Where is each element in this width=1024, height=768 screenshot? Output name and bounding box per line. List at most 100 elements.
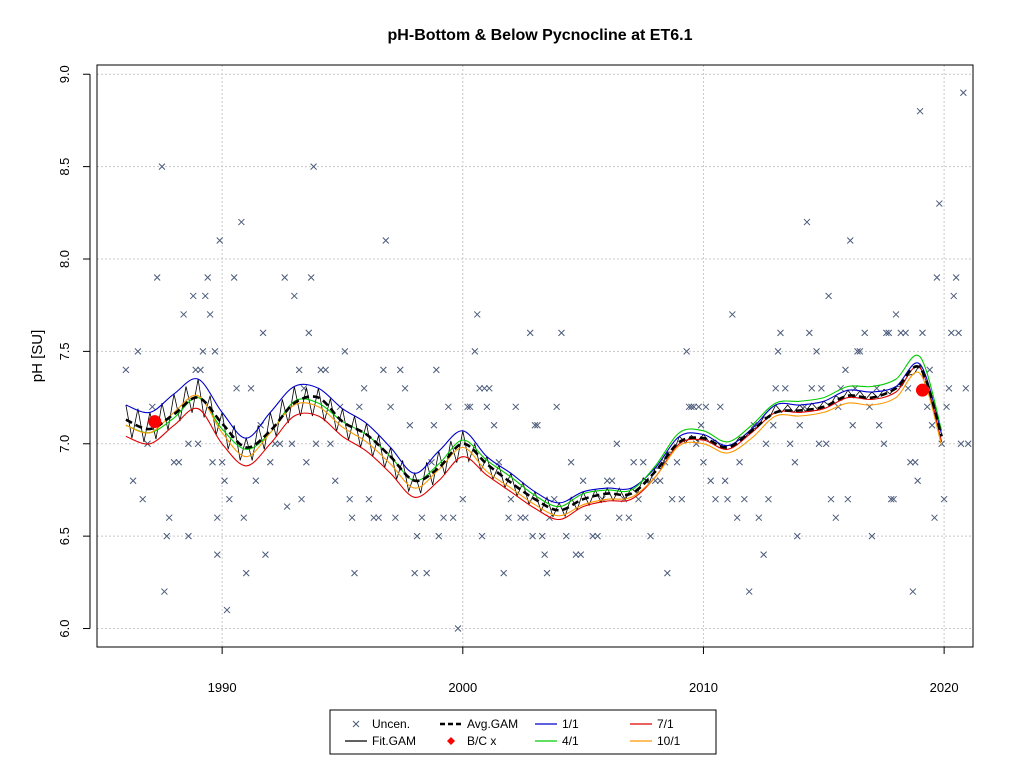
data-point-21 [201, 292, 209, 300]
legend-label-b-c-x: B/C x [467, 734, 496, 748]
data-point-118 [553, 403, 561, 411]
data-point-90 [454, 625, 462, 632]
data-point-113 [538, 532, 546, 540]
data-point-89 [449, 514, 457, 522]
data-point-38 [247, 384, 255, 392]
data-point-175 [781, 384, 789, 392]
data-point-60 [327, 440, 334, 448]
data-point-158 [716, 403, 724, 411]
data-point-9 [163, 532, 171, 540]
data-point-225 [935, 200, 943, 207]
data-point-59 [322, 366, 329, 374]
data-point-39 [252, 477, 260, 485]
data-point-233 [955, 329, 962, 337]
fit-gam-line [125, 363, 937, 518]
data-point-183 [808, 384, 816, 392]
data-point-109 [526, 329, 534, 337]
data-point-91 [459, 495, 467, 503]
data-point-30 [221, 477, 228, 485]
x-tick-label-2000: 2000 [448, 680, 477, 695]
plot-frame [96, 64, 974, 648]
data-point-132 [615, 514, 623, 522]
data-point-77 [401, 384, 409, 392]
data-point-216 [911, 458, 919, 466]
data-point-122 [572, 551, 580, 558]
data-point-75 [392, 514, 399, 522]
data-point-129 [603, 477, 611, 485]
data-point-196 [849, 421, 857, 429]
data-point-104 [505, 514, 512, 522]
data-point-236 [962, 384, 970, 392]
series-line-4-1 [125, 354, 943, 508]
data-point-1 [129, 477, 137, 485]
data-point-13 [180, 311, 187, 318]
data-point-100 [485, 384, 493, 392]
data-point-84 [430, 421, 438, 429]
data-point-228 [943, 403, 950, 411]
data-point-110 [529, 532, 536, 540]
data-point-69 [365, 495, 373, 503]
series-line-7-1 [125, 365, 943, 521]
data-point-67 [355, 403, 363, 411]
data-point-10 [165, 514, 173, 522]
data-point-204 [875, 421, 883, 429]
data-point-106 [512, 403, 520, 411]
data-point-152 [695, 403, 703, 411]
data-point-41 [259, 329, 267, 337]
x-axis: 1990 2000 2010 2020 [208, 646, 959, 695]
data-point-199 [856, 348, 864, 355]
series-line-10-1 [125, 371, 943, 517]
y-tick-label-9.0: 9.0 [57, 65, 72, 83]
data-point-136 [635, 495, 642, 503]
data-point-33 [230, 274, 238, 281]
data-point-74 [387, 403, 394, 411]
data-point-6 [153, 274, 161, 281]
y-axis: 6.0 6.5 7.0 7.5 8.0 8.5 9.0 [57, 65, 91, 638]
data-point-145 [673, 458, 681, 466]
data-point-5 [148, 403, 156, 411]
y-tick-label-6.5: 6.5 [57, 527, 72, 545]
data-point-212 [902, 329, 909, 337]
data-point-141 [656, 477, 664, 485]
data-point-130 [608, 477, 616, 485]
data-point-188 [825, 292, 832, 300]
data-point-87 [440, 514, 447, 522]
data-point-85 [432, 366, 440, 374]
data-point-57 [312, 440, 320, 448]
data-point-8 [161, 588, 168, 595]
data-point-42 [262, 551, 269, 558]
data-point-108 [522, 514, 529, 522]
data-point-112 [534, 421, 541, 429]
legend-label-1-1: 1/1 [562, 717, 579, 731]
data-point-0 [122, 366, 130, 374]
data-point-156 [707, 477, 715, 485]
data-point-198 [854, 348, 861, 355]
data-point-193 [842, 366, 849, 374]
data-point-202 [868, 532, 876, 540]
data-point-220 [923, 403, 931, 411]
data-point-190 [832, 514, 840, 522]
data-point-221 [926, 366, 934, 374]
data-point-120 [562, 532, 570, 540]
data-point-34 [233, 384, 240, 392]
data-point-179 [796, 421, 804, 429]
data-point-167 [755, 514, 763, 522]
data-point-44 [271, 440, 279, 448]
data-point-210 [892, 311, 900, 318]
data-point-146 [678, 495, 686, 503]
data-point-81 [418, 514, 426, 522]
data-point-223 [931, 514, 938, 522]
data-point-209 [890, 495, 897, 503]
x-tick-label-2010: 2010 [689, 680, 718, 695]
legend-label-avg-gam: Avg.GAM [467, 717, 518, 731]
chart-title: pH-Bottom & Below Pycnocline at ET6.1 [388, 27, 693, 44]
x-tick-label-1990: 1990 [208, 680, 237, 695]
series-line-1-1 [125, 362, 943, 504]
data-point-111 [531, 421, 539, 429]
bc-marker-0 [148, 415, 162, 429]
bc-markers [148, 383, 929, 429]
data-point-78 [406, 421, 414, 429]
data-point-27 [213, 551, 221, 558]
data-point-61 [331, 477, 339, 485]
data-point-161 [728, 311, 736, 318]
